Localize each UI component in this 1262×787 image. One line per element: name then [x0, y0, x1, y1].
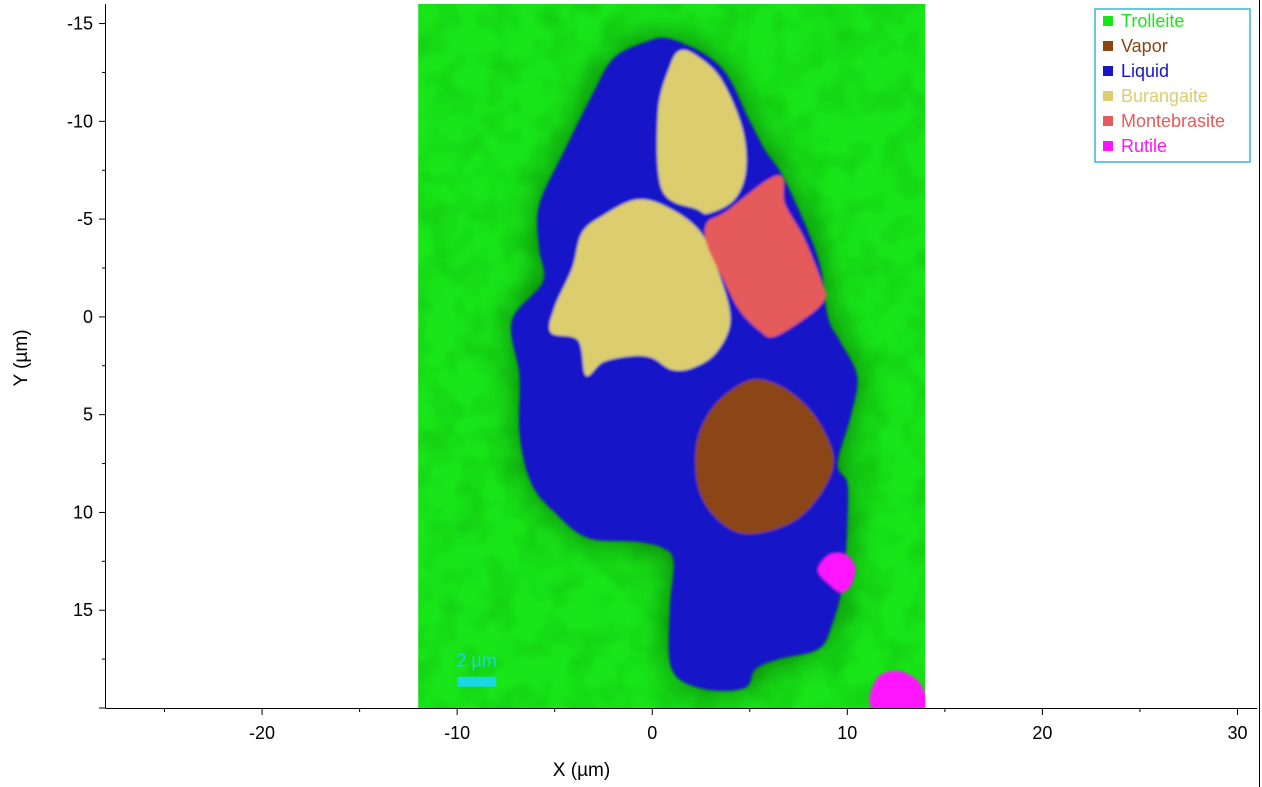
x-tick-label: 0	[647, 723, 657, 743]
region-vapor	[695, 379, 834, 535]
y-tick-label: 0	[83, 307, 93, 327]
region-burangaite	[549, 199, 731, 377]
y-tick-label: 5	[83, 405, 93, 425]
legend: Trolleite Vapor Liquid Burangaite Montebrasi…	[1094, 8, 1251, 163]
y-tick-label: 10	[73, 502, 93, 522]
legend-swatch	[1103, 116, 1113, 126]
phase-image	[418, 4, 926, 708]
region-rutile	[869, 670, 926, 708]
legend-swatch	[1103, 66, 1113, 76]
legend-box	[1094, 8, 1251, 163]
x-tick-label: -20	[249, 723, 275, 743]
legend-swatch	[1103, 141, 1113, 151]
y-tick-label: -5	[77, 209, 93, 229]
y-axis-title: Y (µm)	[11, 329, 32, 386]
legend-items: Trolleite Vapor Liquid Burangaite Montebrasi…	[1103, 11, 1225, 156]
x-tick-label: -10	[444, 723, 470, 743]
legend-swatch	[1103, 41, 1113, 51]
legend-label: Montebrasite	[1121, 111, 1225, 131]
x-tick-label: 30	[1227, 723, 1247, 743]
legend-label: Vapor	[1121, 36, 1168, 56]
scale-bar-line	[457, 676, 497, 687]
y-tick-label: -10	[67, 111, 93, 131]
scale-bar-label: 2 µm	[456, 651, 496, 671]
x-axis-title: X (µm)	[553, 760, 610, 781]
legend-label: Burangaite	[1121, 86, 1208, 106]
x-ticks: -20 -10 0 10 20 30	[164, 708, 1248, 743]
y-ticks: -15 -10 -5 0 5 10 15	[67, 14, 106, 709]
region-rutile	[818, 553, 856, 593]
legend-label: Liquid	[1121, 61, 1169, 81]
legend-label: Rutile	[1121, 136, 1167, 156]
legend-swatch	[1103, 16, 1113, 26]
scale-bar: 2 µm	[456, 651, 497, 687]
legend-swatch	[1103, 91, 1113, 101]
y-tick-label: 15	[73, 600, 93, 620]
y-tick-label: -15	[67, 14, 93, 34]
plot-axes: -20 -10 0 10 20 30 -15 -10 -5 0 5 10 15 X (µm) Y (µ…	[11, 0, 1260, 787]
x-tick-label: 10	[837, 723, 857, 743]
region-montebrasite	[704, 175, 828, 338]
x-tick-label: 20	[1032, 723, 1052, 743]
region-burangaite	[657, 50, 747, 214]
legend-label: Trolleite	[1121, 11, 1184, 31]
phase-regions	[510, 37, 926, 708]
